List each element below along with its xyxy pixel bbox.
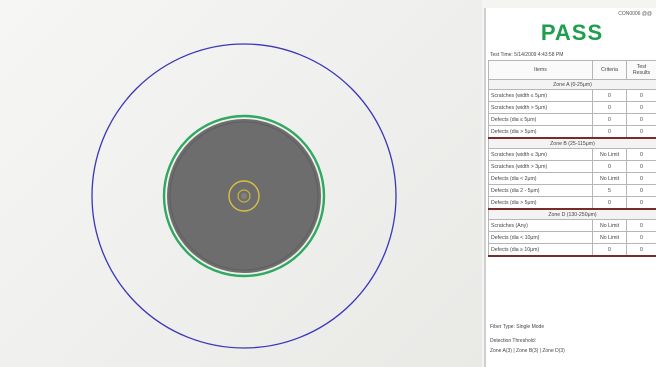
row-criteria: No Limit — [592, 219, 627, 232]
results-header-row: Items Criteria Test Results — [488, 60, 656, 80]
cladding-inner-ring — [169, 121, 319, 271]
table-row: Scratches (width > 5μm) 0 0 — [488, 101, 656, 114]
fiber-type-label: Fiber Type: Single Mode — [490, 324, 545, 330]
row-result: 0 — [626, 101, 656, 114]
table-row: Defects (dia > 5μm) 0 0 — [488, 125, 656, 139]
header-criteria: Criteria — [592, 60, 627, 80]
results-table: Items Criteria Test Results Zone A (0-25… — [488, 60, 656, 257]
core-zone-ring — [228, 180, 260, 212]
zone-a-header: Zone A (0-25μm) — [488, 79, 656, 90]
row-criteria: 0 — [592, 89, 627, 102]
row-item: Scratches (width ≤ 3μm) — [488, 148, 593, 161]
row-result: 0 — [626, 219, 656, 232]
table-row: Scratches (Any) No Limit 0 — [488, 219, 656, 232]
row-item: Defects (dia > 5μm) — [488, 196, 593, 210]
zone-title: Zone A (0-25μm) — [488, 79, 656, 90]
row-item: Scratches (width ≤ 5μm) — [488, 89, 593, 102]
threshold-values: Zone A(3) | Zone B(3) | Zone D(3) — [490, 348, 565, 354]
header-test-results: Test Results — [626, 60, 656, 80]
row-result: 0 — [626, 172, 656, 185]
table-row: Defects (dia ≥ 10μm) 0 0 — [488, 243, 656, 257]
row-item: Defects (dia ≤ 5μm) — [488, 113, 593, 126]
row-item: Scratches (Any) — [488, 219, 593, 232]
row-criteria: No Limit — [592, 148, 627, 161]
row-item: Defects (dia < 2μm) — [488, 172, 593, 185]
row-result: 0 — [626, 125, 656, 139]
row-result: 0 — [626, 148, 656, 161]
row-result: 0 — [626, 196, 656, 210]
table-row: Scratches (width ≤ 3μm) No Limit 0 — [488, 148, 656, 161]
row-criteria: 5 — [592, 184, 627, 197]
core-center — [241, 193, 247, 199]
row-result: 0 — [626, 184, 656, 197]
row-criteria: 0 — [592, 125, 627, 139]
core-inner-ring — [237, 189, 251, 203]
zone-title: Zone B (25-115μm) — [488, 137, 656, 149]
report-id-label: CON0006 @@ — [618, 11, 652, 17]
row-item: Scratches (width > 3μm) — [488, 160, 593, 173]
row-criteria: 0 — [592, 113, 627, 126]
row-result: 0 — [626, 89, 656, 102]
row-item: Defects (dia ≥ 10μm) — [488, 243, 593, 257]
row-result: 0 — [626, 113, 656, 126]
row-item: Defects (dia > 5μm) — [488, 125, 593, 139]
table-row: Scratches (width > 3μm) 0 0 — [488, 160, 656, 173]
table-row: Defects (dia < 2μm) No Limit 0 — [488, 172, 656, 185]
zone-title: Zone D (130-250μm) — [488, 208, 656, 220]
table-row: Defects (dia > 5μm) 0 0 — [488, 196, 656, 210]
header-items: Items — [488, 60, 593, 80]
inspection-report-panel: CON0006 @@ PASS Test Time: 5/14/2009 4:4… — [484, 8, 656, 367]
cladding-outer-ring — [162, 114, 326, 278]
row-criteria: 0 — [592, 160, 627, 173]
table-row: Defects (dia ≤ 5μm) 0 0 — [488, 113, 656, 126]
row-item: Defects (dia 2 - 5μm) — [488, 184, 593, 197]
pass-status-label: PASS — [540, 20, 604, 45]
row-result: 0 — [626, 160, 656, 173]
table-row: Defects (dia < 10μm) No Limit 0 — [488, 231, 656, 244]
row-item: Scratches (width > 5μm) — [488, 101, 593, 114]
row-criteria: No Limit — [592, 172, 627, 185]
zone-d-boundary-ring — [91, 43, 397, 349]
row-result: 0 — [626, 231, 656, 244]
zone-d-header: Zone D (130-250μm) — [488, 208, 656, 220]
test-time-label: Test Time: 5/14/2009 4:43:58 PM — [490, 52, 564, 58]
row-criteria: 0 — [592, 196, 627, 210]
table-row: Defects (dia 2 - 5μm) 5 0 — [488, 184, 656, 197]
row-result: 0 — [626, 243, 656, 257]
threshold-label: Detection Threshold: — [490, 338, 537, 344]
row-item: Defects (dia < 10μm) — [488, 231, 593, 244]
table-row: Scratches (width ≤ 5μm) 0 0 — [488, 89, 656, 102]
fiber-end-face-image — [91, 43, 397, 349]
fiber-image-viewer — [0, 0, 482, 367]
row-criteria: 0 — [592, 101, 627, 114]
zone-b-header: Zone B (25-115μm) — [488, 137, 656, 149]
row-criteria: 0 — [592, 243, 627, 257]
row-criteria: No Limit — [592, 231, 627, 244]
